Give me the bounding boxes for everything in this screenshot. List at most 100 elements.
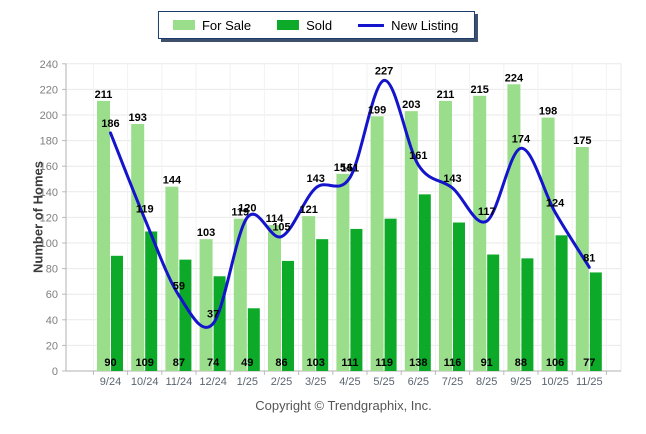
- sold-value-label: 90: [104, 357, 116, 369]
- sold-bar: [179, 259, 192, 371]
- x-tick-label: 6/25: [408, 376, 429, 388]
- for-sale-bar: [336, 173, 350, 371]
- x-tick-label: 10/25: [541, 376, 569, 388]
- for-sale-value-label: 114: [266, 213, 285, 225]
- for-sale-bar: [404, 111, 418, 371]
- copyright-text: Copyright © Trendgraphix, Inc.: [255, 398, 432, 413]
- x-tick-label: 9/25: [510, 376, 531, 388]
- new-listing-value-label: 151: [341, 163, 359, 175]
- y-axis-title: Number of Homes: [30, 161, 46, 273]
- sold-bar: [145, 231, 158, 371]
- y-tick-label: 220: [40, 84, 58, 96]
- new-listing-value-label: 143: [443, 173, 461, 185]
- for-sale-bar: [97, 100, 110, 372]
- for-sale-bar: [233, 218, 247, 371]
- for-sale-value-label: 203: [402, 99, 420, 111]
- sold-bar: [453, 222, 465, 371]
- x-tick-label: 9/24: [100, 376, 121, 388]
- sold-value-label: 138: [409, 357, 427, 369]
- y-tick-label: 100: [40, 238, 58, 250]
- for-sale-value-label: 103: [197, 227, 215, 239]
- sold-value-label: 91: [481, 357, 493, 369]
- for-sale-value-label: 198: [539, 106, 557, 118]
- x-tick-label: 8/25: [476, 376, 497, 388]
- for-sale-bar: [439, 100, 452, 372]
- legend-label-new-listing: New Listing: [391, 17, 459, 33]
- legend-item-new-listing: New Listing: [358, 19, 458, 32]
- new-listing-value-label: 37: [207, 309, 219, 321]
- sold-value-label: 88: [515, 357, 527, 369]
- sold-bar: [487, 254, 500, 371]
- y-tick-label: 0: [52, 366, 58, 378]
- for-sale-bar: [268, 225, 281, 371]
- new-listing-value-label: 105: [272, 222, 290, 234]
- x-tick-label: 1/25: [237, 376, 258, 388]
- legend: For Sale Sold New Listing: [157, 11, 476, 39]
- new-listing-line-swatch-icon: [358, 23, 385, 27]
- x-tick-label: 5/25: [373, 376, 394, 388]
- for-sale-bar: [302, 216, 316, 371]
- for-sale-value-label: 211: [437, 89, 455, 101]
- for-sale-value-label: 121: [300, 204, 318, 216]
- new-listing-value-label: 59: [173, 280, 185, 292]
- y-tick-label: 60: [46, 289, 58, 301]
- for-sale-value-label: 154: [334, 162, 353, 174]
- sold-value-label: 109: [136, 357, 154, 369]
- sold-bar: [555, 235, 568, 371]
- sold-bar: [350, 228, 363, 371]
- sold-bar: [111, 255, 123, 371]
- for-sale-bar: [541, 117, 555, 371]
- for-sale-bar: [473, 95, 487, 372]
- x-tick-label: 2/25: [271, 376, 292, 388]
- for-sale-value-label: 144: [163, 175, 182, 187]
- new-listing-value-label: 117: [478, 206, 496, 218]
- legend-label-for-sale: For Sale: [201, 17, 252, 33]
- sold-value-label: 116: [444, 357, 462, 369]
- x-tick-label: 7/25: [442, 376, 463, 388]
- sold-value-label: 87: [173, 357, 185, 369]
- y-tick-label: 200: [40, 110, 58, 122]
- new-listing-value-label: 161: [409, 150, 427, 162]
- sold-bar: [521, 258, 534, 371]
- y-tick-label: 80: [46, 264, 58, 276]
- y-tick-label: 160: [40, 161, 58, 173]
- sold-bar: [589, 272, 602, 371]
- new-listing-value-label: 174: [512, 133, 531, 145]
- for-sale-bar: [199, 239, 213, 371]
- sold-value-label: 86: [275, 357, 287, 369]
- sold-bar: [418, 194, 431, 371]
- new-listing-value-label: 124: [546, 197, 565, 209]
- new-listing-value-label: 227: [375, 65, 393, 77]
- new-listing-value-label: 120: [238, 202, 256, 214]
- for-sale-value-label: 215: [471, 84, 489, 96]
- y-tick-label: 120: [40, 212, 58, 224]
- for-sale-value-label: 119: [231, 207, 249, 219]
- for-sale-value-label: 199: [368, 104, 386, 116]
- legend-item-sold: Sold: [277, 19, 332, 32]
- for-sale-value-label: 175: [573, 135, 591, 147]
- y-tick-label: 140: [40, 187, 58, 199]
- for-sale-value-label: 211: [95, 89, 113, 101]
- y-tick-label: 40: [46, 315, 58, 327]
- for-sale-swatch-icon: [172, 20, 195, 30]
- new-listing-value-label: 143: [307, 173, 325, 185]
- legend-label-sold: Sold: [306, 17, 333, 33]
- x-tick-label: 12/24: [199, 376, 227, 388]
- sold-value-label: 111: [341, 357, 358, 369]
- sold-value-label: 119: [375, 357, 393, 369]
- new-listing-value-label: 186: [101, 118, 119, 130]
- sold-bar: [282, 260, 294, 371]
- new-listing-value-label: 119: [136, 204, 154, 216]
- for-sale-bar: [507, 84, 521, 371]
- x-tick-label: 11/24: [166, 376, 193, 388]
- y-tick-label: 180: [40, 136, 58, 148]
- y-tick-label: 20: [46, 340, 58, 352]
- sold-value-label: 103: [307, 357, 325, 369]
- sold-value-label: 49: [241, 357, 253, 369]
- sold-bar: [316, 239, 329, 371]
- sold-bar: [384, 218, 397, 371]
- sold-value-label: 77: [583, 357, 595, 369]
- sold-bar: [247, 308, 260, 371]
